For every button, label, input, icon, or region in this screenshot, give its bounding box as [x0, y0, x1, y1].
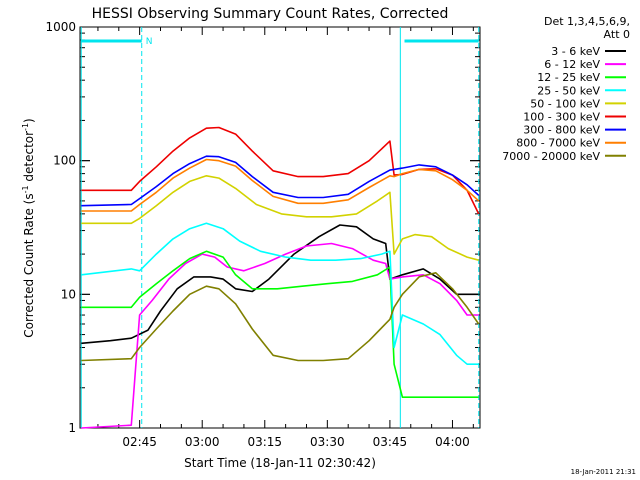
y-axis-label-exp1: -1	[21, 185, 30, 193]
y-axis-label: Corrected Count Rate (s-1 detector-1)	[21, 118, 36, 337]
series-line-3-6-kev	[81, 224, 479, 345]
series-lines	[81, 126, 480, 429]
x-tick-label: 03:45	[373, 435, 408, 449]
legend-entry-label: 800 - 7000 keV	[516, 137, 600, 150]
legend-entry-label: 7000 - 20000 keV	[502, 150, 600, 163]
timestamp: 18-Jan-2011 21:31	[571, 468, 636, 476]
y-axis-label-exp2: -1	[21, 123, 30, 131]
plot-area-frame	[79, 26, 481, 429]
legend-entry-label: 100 - 300 keV	[523, 111, 600, 124]
y-tick-label: 1	[68, 421, 76, 435]
y-tick-label: 1000	[45, 20, 76, 34]
series-line-50-100-kev	[81, 175, 479, 261]
series-line-25-50-kev	[81, 222, 479, 366]
legend-entry-label: 3 - 6 keV	[551, 45, 600, 58]
chart-title: HESSI Observing Summary Count Rates, Cor…	[92, 6, 449, 22]
x-tick-label: 03:00	[185, 435, 220, 449]
y-axis-label-main: Corrected Count Rate (s	[22, 193, 36, 337]
svg-text:Corrected Count Rate (s-1 dete: Corrected Count Rate (s-1 detector-1)	[21, 118, 36, 337]
axis-ticks: 02:45 03:00 03:15 03:30 03:45 04:00 1 10 100 1000	[45, 20, 480, 449]
series-line-7000-20000-kev	[81, 271, 480, 362]
x-tick-label: 04:00	[435, 435, 470, 449]
legend-entry-label: 50 - 100 keV	[530, 97, 600, 110]
x-axis-label: Start Time (18-Jan-11 02:30:42)	[184, 456, 376, 470]
y-tick-label: 10	[61, 287, 76, 301]
x-tick-label: 03:30	[310, 435, 345, 449]
attenuator-flag-label: N	[146, 37, 153, 47]
legend-entry-label: 6 - 12 keV	[544, 58, 600, 71]
y-axis-label-mid: detector	[22, 131, 36, 186]
attenuator-markers: N	[80, 27, 480, 428]
legend-entry-label: 12 - 25 keV	[537, 71, 600, 84]
series-line-6-12-kev	[81, 242, 479, 429]
series-line-300-800-kev	[81, 155, 480, 207]
y-axis-label-end: )	[22, 118, 36, 123]
legend-title-line-1: Det 1,3,4,5,6,9,	[544, 15, 630, 28]
legend-title-line-2: Att 0	[604, 28, 630, 41]
y-tick-label: 100	[53, 154, 76, 168]
x-tick-label: 03:15	[247, 435, 282, 449]
x-tick-label: 02:45	[122, 435, 157, 449]
legend-entry-label: 300 - 800 keV	[523, 124, 600, 137]
series-line-12-25-kev	[81, 250, 479, 399]
legend-entry-label: 25 - 50 keV	[537, 84, 600, 97]
series-line-800-7000-kev	[81, 158, 480, 212]
